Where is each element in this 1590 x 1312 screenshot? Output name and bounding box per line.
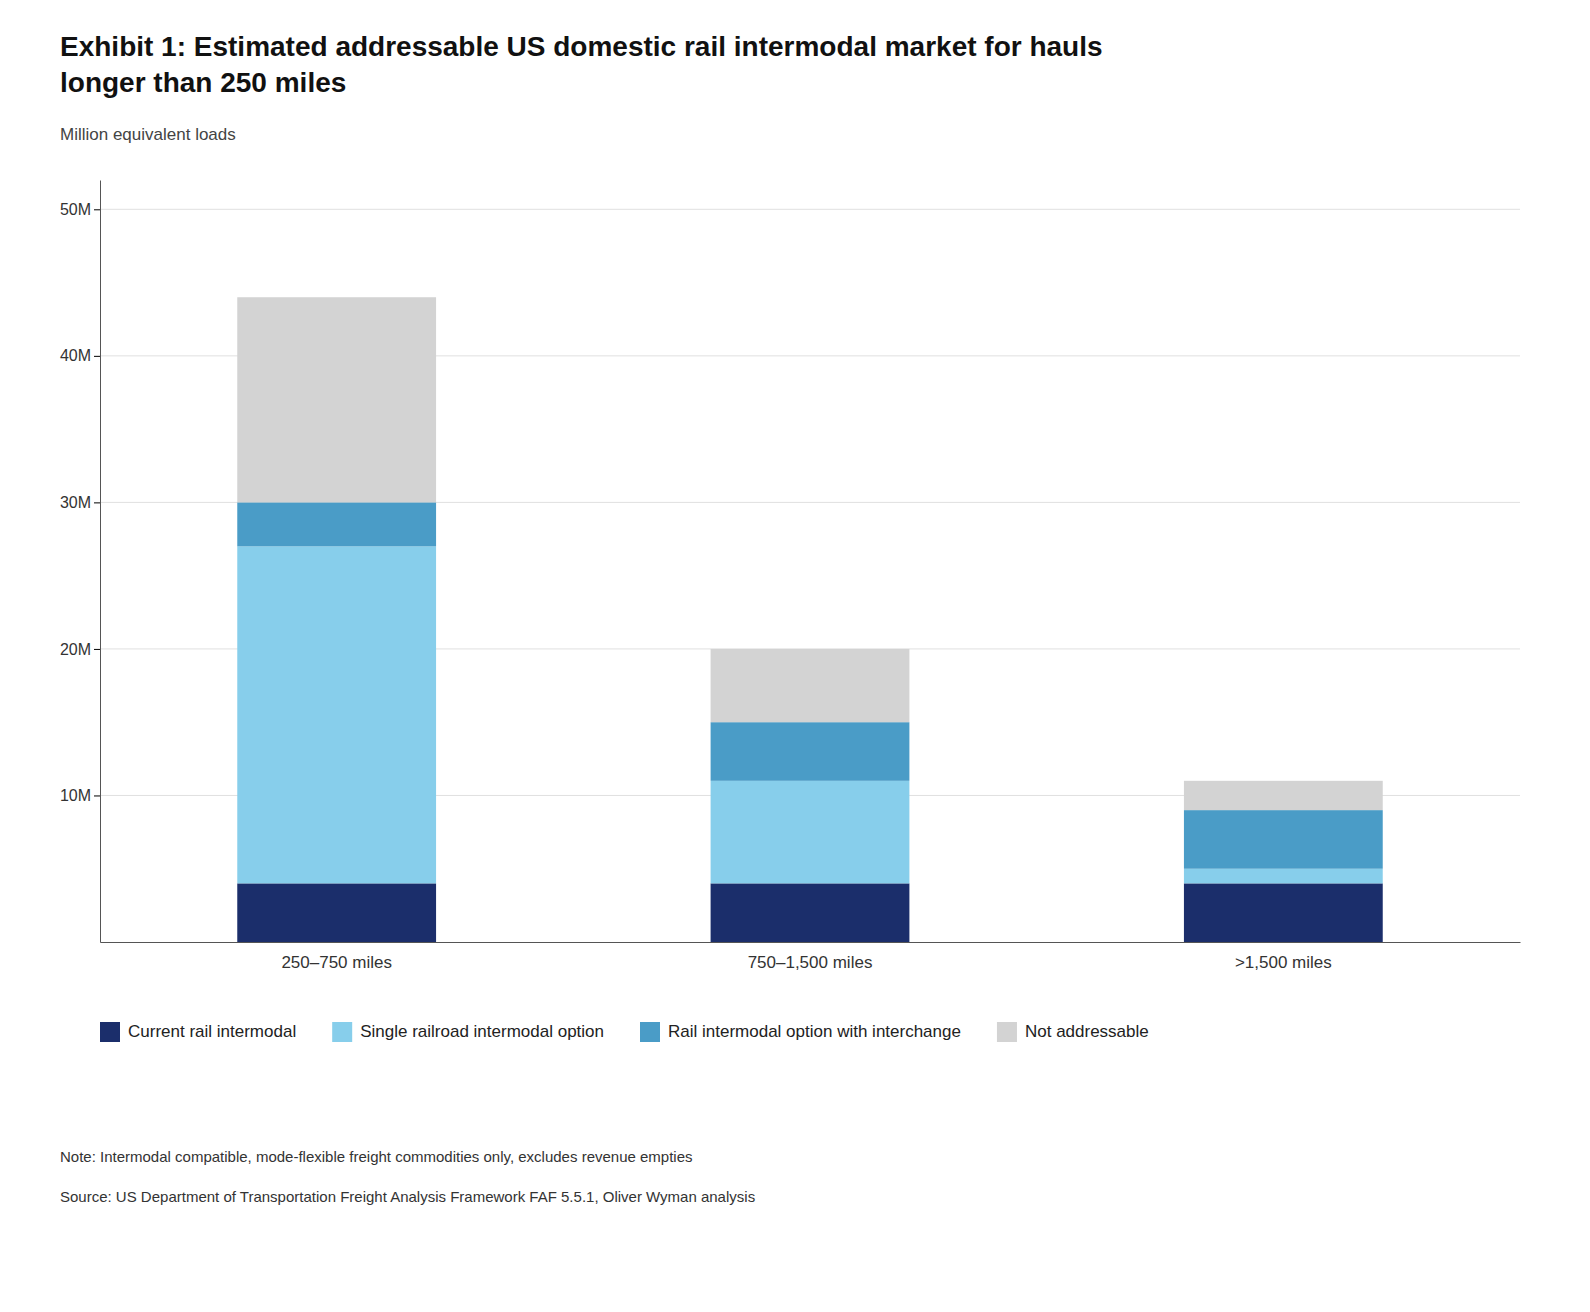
y-tick: 40M: [60, 347, 100, 364]
x-tick: >1,500 miles: [1235, 942, 1332, 972]
legend-swatch: [640, 1022, 660, 1042]
y-tick-label: 50M: [60, 201, 91, 218]
series: [237, 883, 1382, 942]
series: [237, 297, 1382, 810]
legend: Current rail intermodal Single railroad i…: [100, 1022, 1149, 1042]
y-tick: 50M: [60, 201, 100, 218]
legend-label: Single railroad intermodal option: [360, 1022, 604, 1041]
note: Note: Intermodal compatible, mode-flexib…: [60, 1148, 693, 1165]
background: [0, 0, 1590, 1312]
x-axis-line: [101, 942, 1521, 943]
bar-segment: [1184, 781, 1383, 810]
legend-item: Single railroad intermodal option: [332, 1022, 604, 1042]
y-tick: 20M: [60, 641, 100, 658]
x-tick: 750–1,500 miles: [748, 942, 873, 972]
bar-segment: [711, 649, 910, 722]
bar-segment: [237, 546, 436, 883]
bar-segment: [237, 502, 436, 546]
bar-segment: [711, 883, 910, 942]
x-tick-label: 250–750 miles: [281, 953, 392, 972]
bar-segment: [711, 722, 910, 781]
legend-swatch: [997, 1022, 1017, 1042]
x-axis: 250–750 miles 750–1,500 miles >1,500 miles: [101, 942, 1521, 972]
source: Source: US Department of Transportation …: [60, 1188, 755, 1205]
y-tick-mark: [94, 209, 100, 210]
x-tick-label: >1,500 miles: [1235, 953, 1332, 972]
y-tick-mark: [94, 502, 100, 503]
series: [237, 546, 1382, 883]
legend-label: Not addressable: [1025, 1022, 1149, 1041]
bar-segment: [711, 781, 910, 884]
bar-segment: [1184, 810, 1383, 869]
y-tick-label: 20M: [60, 641, 91, 658]
series: [237, 502, 1382, 868]
legend-swatch: [100, 1022, 120, 1042]
legend-label: Current rail intermodal: [128, 1022, 296, 1041]
legend-swatch: [332, 1022, 352, 1042]
legend-label: Rail intermodal option with interchange: [668, 1022, 961, 1041]
y-tick-label: 40M: [60, 347, 91, 364]
bar-segment: [1184, 883, 1383, 942]
legend-item: Current rail intermodal: [100, 1022, 296, 1042]
legend-item: Rail intermodal option with interchange: [640, 1022, 961, 1042]
x-tick-label: 750–1,500 miles: [748, 953, 873, 972]
subtitle: Million equivalent loads: [60, 125, 236, 144]
grid-line: [100, 209, 1520, 210]
y-axis-line: [100, 181, 101, 943]
bar-segment: [237, 297, 436, 502]
y-tick: 30M: [60, 494, 100, 511]
title: Exhibit 1: Estimated addressable US dome…: [60, 31, 1103, 98]
y-tick-mark: [94, 649, 100, 650]
y-tick-label: 30M: [60, 494, 91, 511]
chart: Exhibit 1: Estimated addressable US dome…: [0, 0, 1590, 1312]
title-line: longer than 250 miles: [60, 67, 346, 98]
title-line: Exhibit 1: Estimated addressable US dome…: [60, 31, 1103, 62]
bar-segment: [1184, 869, 1383, 884]
plot: 10M 20M 30M 40M 50M 250–750 miles 750–1,500 mi…: [60, 181, 1521, 973]
y-tick-label: 10M: [60, 787, 91, 804]
x-tick: 250–750 miles: [281, 942, 392, 972]
y-tick: 10M: [60, 787, 100, 804]
bar-segment: [237, 883, 436, 942]
bars: [237, 297, 1382, 942]
legend-item: Not addressable: [997, 1022, 1149, 1042]
y-tick-mark: [94, 795, 100, 796]
y-tick-mark: [94, 356, 100, 357]
y-axis: 10M 20M 30M 40M 50M: [60, 181, 101, 943]
